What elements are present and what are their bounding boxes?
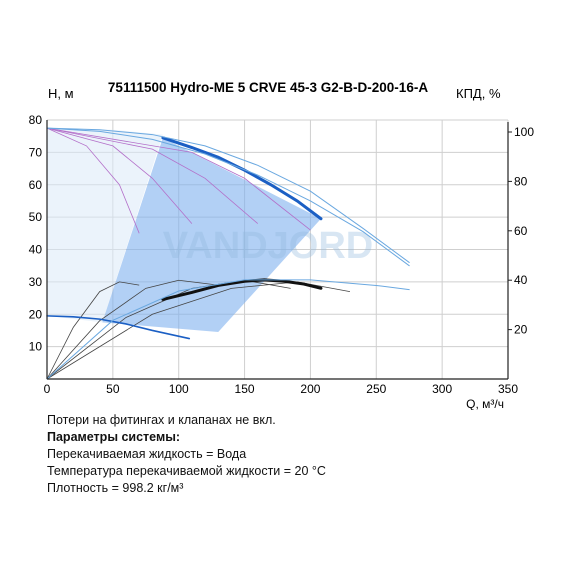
x-tick-label: 0: [44, 382, 51, 396]
x-tick-label: 200: [300, 382, 320, 396]
note-liquid: Перекачиваемая жидкость = Вода: [47, 447, 247, 461]
series-layer: [46, 127, 410, 380]
efficiency-tick-label: 40: [514, 273, 528, 287]
y-tick-label: 10: [29, 340, 43, 354]
y-tick-label: 60: [29, 178, 43, 192]
extended-area: [47, 128, 163, 323]
partial-speed-curve: [46, 127, 259, 224]
partial-speed-curve: [46, 127, 140, 234]
x-tick-label: 350: [498, 382, 518, 396]
x-tick-label: 250: [366, 382, 386, 396]
y-tick-label: 50: [29, 210, 43, 224]
partial-speed-curve: [46, 127, 311, 231]
note-temperature: Температура перекачиваемой жидкости = 20…: [47, 464, 326, 478]
chart-axes: [46, 120, 509, 380]
notes-block: Потери на фитингах и клапанах не вкл. Па…: [47, 412, 326, 497]
note-system-params-heading: Параметры системы:: [47, 430, 181, 444]
series-head-max-extended: [46, 127, 410, 263]
x-tick-label: 150: [235, 382, 255, 396]
efficiency-tick-label: 100: [514, 125, 534, 139]
y-axis-label: H, м: [48, 86, 74, 101]
y-tick-label: 80: [29, 113, 43, 127]
x-axis-label: Q, м³/ч: [466, 397, 504, 410]
efficiency-tick-label: 60: [514, 224, 528, 238]
series-head-reduced-extended: [46, 127, 410, 267]
pump-curve-chart: VANDJORD 0 50 100 150 200 250 300 350 10 20 30 40 50…: [29, 80, 535, 410]
note-losses: Потери на фитингах и клапанах не вкл.: [47, 413, 276, 427]
watermark: VANDJORD: [163, 225, 373, 267]
efficiency-axis-label: КПД, %: [456, 86, 501, 101]
efficiency-tick-label: 20: [514, 323, 528, 337]
efficiency-tick-label: 80: [514, 174, 528, 188]
partial-speed-curve: [46, 127, 193, 224]
series-efficiency-extended: [46, 279, 410, 380]
operating-area-layer: [47, 128, 321, 333]
y-tick-label: 70: [29, 145, 43, 159]
note-density: Плотность = 998.2 кг/м³: [47, 481, 184, 495]
x-tick-label: 50: [106, 382, 120, 396]
operating-area: [102, 137, 321, 333]
tick-labels: 0 50 100 150 200 250 300 350 10 20 30 40 50 60 70 80 20 4…: [29, 113, 535, 396]
partial-speed-curve: [46, 279, 219, 380]
y-tick-label: 40: [29, 243, 43, 257]
partial-speed-curve: [46, 281, 140, 380]
x-tick-label: 100: [169, 382, 189, 396]
series-head-min: [46, 315, 191, 340]
y-tick-label: 30: [29, 275, 43, 289]
series-efficiency-operating: [161, 278, 323, 301]
y-tick-label: 20: [29, 307, 43, 321]
chart-title: 75111500 Hydro-ME 5 CRVE 45-3 G2-B-D-200…: [108, 80, 428, 95]
partial-speed-curve: [46, 281, 351, 380]
x-tick-label: 300: [432, 382, 452, 396]
